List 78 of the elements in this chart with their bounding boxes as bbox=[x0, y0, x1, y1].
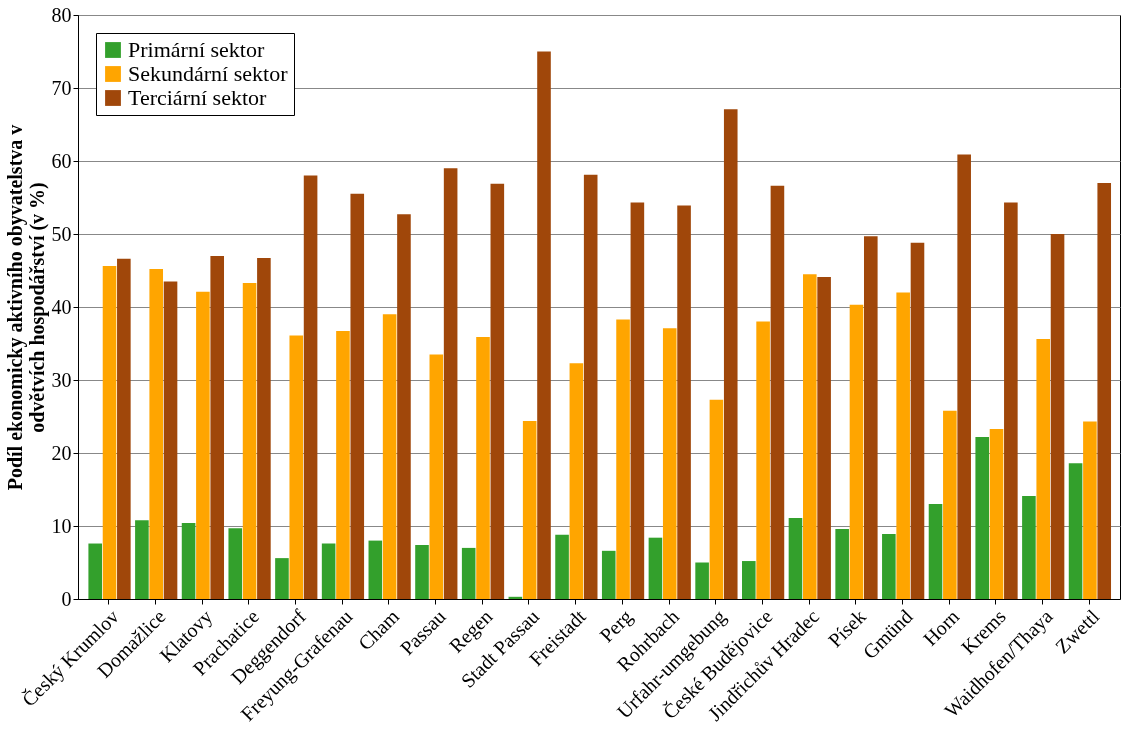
bar bbox=[490, 183, 505, 599]
bar bbox=[957, 154, 971, 599]
bar bbox=[803, 274, 817, 599]
text: Podíl ekonomicky aktivního obyvatelstva v bbox=[3, 124, 26, 491]
bar bbox=[648, 537, 663, 599]
bar bbox=[242, 282, 257, 599]
bar bbox=[135, 520, 149, 599]
y-tick-label: 0 bbox=[61, 587, 72, 610]
y-tick-label: 10 bbox=[51, 514, 72, 537]
bar bbox=[723, 109, 738, 599]
bar bbox=[817, 277, 831, 599]
bar bbox=[228, 528, 243, 599]
bar bbox=[989, 428, 1004, 599]
bar bbox=[555, 534, 569, 599]
y-tick-label: 60 bbox=[51, 149, 72, 172]
bar bbox=[709, 399, 724, 599]
bar bbox=[1097, 182, 1112, 599]
bar bbox=[601, 550, 616, 599]
legend-label: Terciární sektor bbox=[128, 85, 268, 110]
bar bbox=[443, 168, 458, 599]
bar bbox=[1068, 463, 1083, 599]
y-tick-label: 50 bbox=[51, 222, 72, 245]
y-tick-label: 70 bbox=[51, 76, 72, 99]
bar bbox=[910, 242, 925, 599]
bar bbox=[882, 534, 896, 599]
y-tick-label: 40 bbox=[51, 295, 72, 318]
bar bbox=[461, 547, 476, 599]
bar bbox=[163, 281, 178, 599]
bar bbox=[975, 436, 990, 599]
bar bbox=[896, 292, 910, 599]
bar bbox=[102, 266, 117, 599]
bar bbox=[770, 185, 785, 599]
bar bbox=[756, 321, 770, 599]
bar bbox=[1004, 202, 1018, 599]
bar bbox=[928, 504, 943, 599]
bar bbox=[1036, 339, 1051, 599]
bar bbox=[117, 258, 131, 599]
bar bbox=[350, 193, 365, 599]
bar bbox=[476, 336, 490, 599]
bar bbox=[289, 335, 304, 599]
bar bbox=[1083, 421, 1097, 599]
y-tick-label: 80 bbox=[51, 3, 72, 26]
bar bbox=[429, 354, 444, 599]
bar bbox=[415, 544, 429, 599]
bar bbox=[303, 175, 318, 599]
bar bbox=[1050, 234, 1065, 599]
bar bbox=[149, 269, 164, 599]
bar bbox=[368, 540, 383, 599]
bar bbox=[616, 319, 630, 599]
bar bbox=[397, 214, 411, 599]
bar bbox=[321, 543, 336, 599]
bar bbox=[210, 255, 225, 599]
bar bbox=[336, 331, 350, 599]
bar bbox=[1022, 496, 1036, 599]
bar bbox=[835, 528, 849, 599]
bar bbox=[864, 236, 878, 599]
bar bbox=[569, 363, 584, 599]
bar bbox=[741, 561, 756, 599]
bar bbox=[522, 420, 537, 599]
bar bbox=[630, 202, 645, 599]
bar bbox=[849, 304, 864, 599]
bar bbox=[943, 410, 957, 599]
bar bbox=[662, 328, 677, 599]
bar bbox=[677, 205, 691, 599]
bar bbox=[788, 517, 803, 599]
bar bbox=[537, 51, 551, 599]
bar bbox=[583, 174, 598, 599]
bar bbox=[382, 314, 397, 599]
bar bbox=[257, 258, 271, 599]
bar bbox=[275, 558, 289, 599]
bar bbox=[196, 291, 210, 599]
bar bbox=[88, 543, 103, 599]
legend-label: Sekundární sektor bbox=[128, 61, 289, 86]
bar bbox=[695, 562, 709, 599]
bar bbox=[181, 523, 196, 599]
y-tick-label: 30 bbox=[51, 368, 72, 391]
legend-label: Primární sektor bbox=[128, 37, 265, 62]
y-tick-label: 20 bbox=[51, 441, 72, 464]
